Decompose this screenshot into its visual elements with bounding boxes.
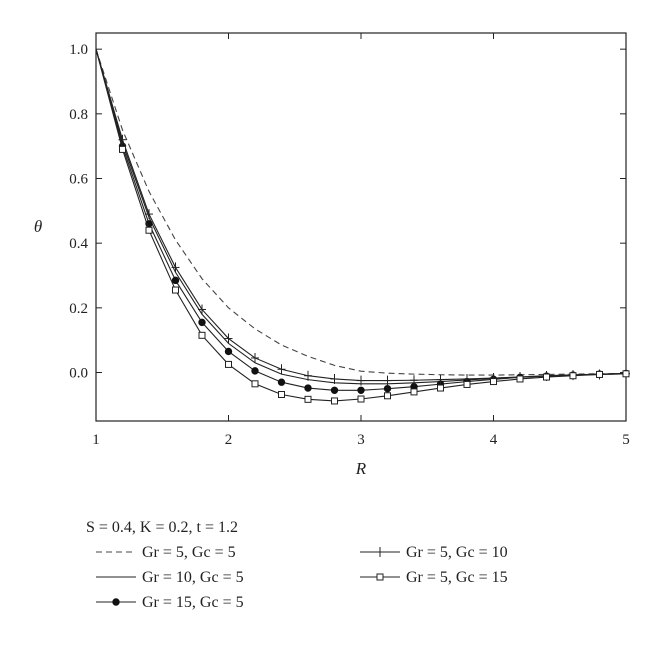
series-line-1: [95, 48, 627, 376]
series-line-2: [95, 49, 627, 385]
legend-swatch-marker: [376, 547, 384, 557]
x-axis-ticks: 1 2 3 4 5: [92, 33, 630, 448]
data-point-5: [172, 286, 179, 294]
data-point-4: [436, 374, 445, 385]
data-point-5: [569, 372, 577, 380]
data-point-4: [224, 333, 233, 344]
series-2: [95, 49, 627, 385]
data-point-4: [277, 364, 286, 375]
data-point-3: [330, 386, 339, 394]
legend-label: Gr = 15, Gc = 5: [142, 594, 244, 611]
y-tick-label: 0.6: [69, 172, 88, 188]
x-tick-label: 1: [92, 432, 100, 448]
series-3: [95, 49, 630, 394]
data-point-5: [357, 395, 365, 403]
series-layer: [95, 48, 630, 405]
series-line-5: [95, 49, 627, 402]
legend-items: Gr = 5, Gc = 5 Gr = 10, Gc = 5 Gr = 15, Gc…: [96, 544, 508, 611]
series-1: [95, 48, 627, 376]
data-point-5: [543, 373, 550, 381]
data-point-5: [384, 392, 391, 400]
series-5: [95, 49, 630, 405]
data-point-5: [437, 384, 444, 392]
legend-title: S = 0.4, K = 0.2, t = 1.2: [86, 519, 238, 536]
data-point-5: [622, 370, 630, 378]
data-point-5: [225, 360, 232, 368]
y-tick-label: 0.0: [69, 366, 88, 382]
legend-item-1: Gr = 5, Gc = 5: [96, 544, 236, 561]
data-point-5: [490, 378, 497, 386]
data-point-5: [278, 390, 285, 398]
legend-swatch-marker: [376, 573, 384, 581]
plot-frame: [95, 32, 627, 422]
data-point-5: [304, 395, 312, 403]
y-axis-ticks: 0.0 0.2 0.4 0.6 0.8 1.0: [69, 42, 626, 382]
legend-item-3: Gr = 15, Gc = 5: [96, 594, 244, 611]
y-axis-title: θ: [34, 217, 42, 236]
x-tick-label: 2: [225, 432, 233, 448]
data-point-3: [383, 384, 392, 393]
data-point-3: [224, 347, 233, 356]
data-point-4: [410, 375, 418, 386]
data-point-5: [331, 397, 338, 405]
x-tick-label: 4: [490, 432, 498, 448]
y-tick-label: 1.0: [69, 42, 88, 58]
x-tick-label: 5: [622, 432, 630, 448]
data-point-5: [596, 370, 603, 378]
data-point-3: [171, 276, 180, 285]
legend-swatch-marker: [112, 598, 120, 606]
data-point-5: [145, 226, 153, 234]
legend-label: Gr = 5, Gc = 10: [406, 544, 508, 561]
legend-label: Gr = 10, Gc = 5: [142, 569, 244, 586]
legend-item-5: Gr = 5, Gc = 15: [360, 569, 508, 586]
data-point-3: [251, 367, 259, 375]
data-point-4: [145, 209, 153, 220]
data-point-5: [410, 388, 418, 396]
legend-label: Gr = 5, Gc = 15: [406, 569, 508, 586]
data-point-3: [304, 384, 312, 392]
series-line-3: [95, 49, 627, 391]
x-axis-title: R: [355, 459, 367, 478]
legend-item-4: Gr = 5, Gc = 10: [360, 544, 508, 561]
data-point-4: [330, 373, 339, 384]
data-point-5: [463, 380, 471, 388]
series-4: [95, 49, 630, 386]
data-point-4: [304, 370, 312, 381]
x-tick-label: 3: [357, 432, 365, 448]
data-point-5: [198, 331, 206, 339]
data-point-4: [171, 262, 180, 273]
data-point-3: [357, 386, 365, 394]
data-point-4: [383, 375, 392, 386]
legend: S = 0.4, K = 0.2, t = 1.2 Gr = 5, Gc = 5…: [86, 519, 508, 611]
series-line-4: [95, 49, 627, 382]
y-tick-label: 0.4: [69, 236, 88, 252]
data-point-4: [198, 304, 206, 315]
legend-item-2: Gr = 10, Gc = 5: [96, 569, 244, 586]
legend-label: Gr = 5, Gc = 5: [142, 544, 236, 561]
data-point-5: [516, 375, 524, 383]
data-point-3: [277, 378, 286, 386]
y-tick-label: 0.2: [69, 301, 88, 317]
y-tick-label: 0.8: [69, 107, 88, 123]
data-point-5: [119, 145, 126, 153]
data-point-5: [251, 380, 259, 388]
data-point-4: [357, 375, 365, 386]
data-point-3: [198, 318, 206, 327]
data-point-4: [251, 352, 259, 363]
